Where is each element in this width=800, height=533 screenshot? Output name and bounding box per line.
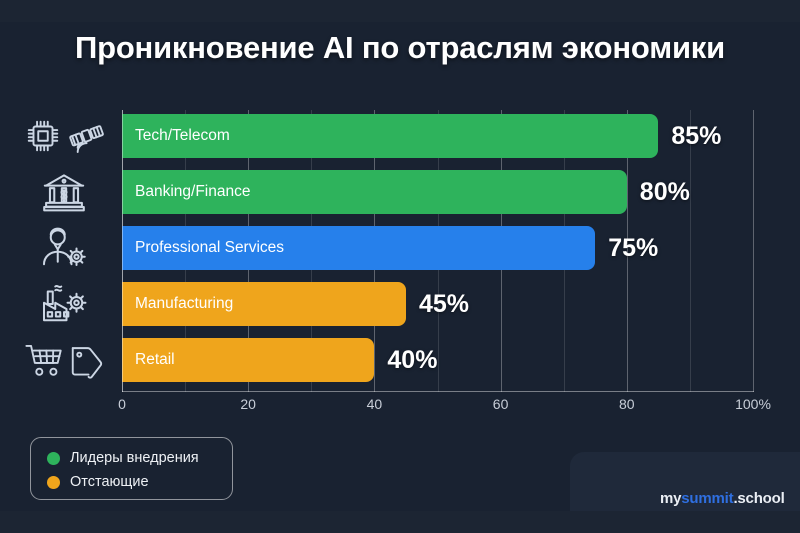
bar-row: Professional Services [122,226,753,270]
x-tick-label: 80 [619,396,635,412]
bar-row: Manufacturing [122,282,753,326]
bar-row: Retail [122,338,753,382]
cpu-chip-icon [24,117,62,155]
bar-value-label: 40% [387,345,438,374]
satellite-icon [67,117,105,155]
bar-value-label: 85% [671,121,722,150]
x-tick-label: 100% [735,396,771,412]
bar-label: Manufacturing [135,295,234,312]
legend-item[interactable]: Отстающие [47,471,232,493]
bank-icon [41,169,87,215]
x-tick-label: 20 [240,396,256,412]
price-tag-icon [69,341,105,379]
legend-color-dot [47,451,60,465]
gridline [626,110,628,392]
chart-title: Проникновение AI по отраслям экономики [75,30,725,65]
x-tick-label: 0 [118,396,126,412]
bar-row: Banking/Finance [122,170,753,214]
legend-label: Лидеры внедрения [70,450,199,466]
bar-label: Tech/Telecom [135,127,230,144]
bar-value-label: 75% [608,233,659,262]
bar[interactable]: Professional Services [122,226,596,270]
bar-label: Professional Services [135,239,285,256]
watermark-prefix: my [660,490,682,507]
factory-gear-icon [39,281,89,327]
legend-item[interactable]: Лидеры внедрения [47,447,232,469]
bar-row: Tech/Telecom [122,114,753,158]
x-axis-line [122,391,754,392]
y-axis-line [122,110,123,392]
bottom-band [0,511,800,533]
category-icon-group [14,279,114,329]
plot-area: Tech/Telecom Banking/Finance Professional … [122,110,754,392]
watermark-brand: summit [681,490,734,507]
x-tick-label: 40 [366,396,383,412]
bar-value-label: 45% [418,289,469,318]
legend-color-dot [47,475,60,489]
bar-value-label: 80% [639,177,690,206]
gridline [689,110,691,392]
category-icon-group [14,111,114,161]
businessman-gear-icon [39,225,89,271]
category-icon-group [14,335,114,385]
bar[interactable]: Manufacturing [122,282,406,326]
watermark: mysummit.school [660,490,785,507]
bar[interactable]: Retail [122,338,375,382]
bar-label: Retail [135,351,175,368]
x-tick-label: 60 [492,396,509,412]
bar-label: Banking/Finance [135,183,251,200]
legend: Лидеры внедрения Отстающие [30,437,233,500]
gridline [753,110,754,392]
top-band [0,0,800,22]
legend-label: Отстающие [70,474,149,490]
category-icon-group [14,223,114,273]
bar[interactable]: Banking/Finance [122,170,627,214]
watermark-suffix: .school [733,490,785,507]
shopping-cart-icon [24,341,64,379]
category-icon-group [14,167,114,217]
bar[interactable]: Tech/Telecom [122,114,659,158]
